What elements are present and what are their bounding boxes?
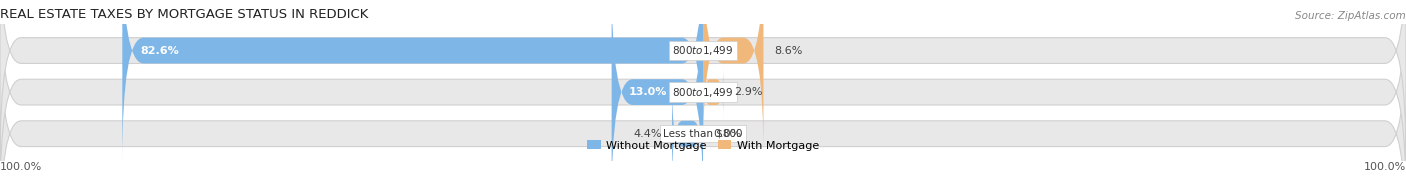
Text: 4.4%: 4.4%: [633, 129, 662, 139]
FancyBboxPatch shape: [672, 86, 703, 182]
Legend: Without Mortgage, With Mortgage: Without Mortgage, With Mortgage: [582, 136, 824, 155]
FancyBboxPatch shape: [0, 22, 1406, 196]
FancyBboxPatch shape: [122, 0, 703, 162]
Text: $800 to $1,499: $800 to $1,499: [672, 86, 734, 99]
FancyBboxPatch shape: [703, 0, 763, 157]
Text: 0.0%: 0.0%: [713, 129, 742, 139]
Text: 100.0%: 100.0%: [1364, 162, 1406, 172]
Text: 2.9%: 2.9%: [734, 87, 762, 97]
Text: 100.0%: 100.0%: [0, 162, 42, 172]
Text: REAL ESTATE TAXES BY MORTGAGE STATUS IN REDDICK: REAL ESTATE TAXES BY MORTGAGE STATUS IN …: [0, 8, 368, 21]
FancyBboxPatch shape: [0, 0, 1406, 162]
Text: Source: ZipAtlas.com: Source: ZipAtlas.com: [1295, 11, 1406, 21]
FancyBboxPatch shape: [703, 65, 723, 119]
Text: 82.6%: 82.6%: [141, 45, 179, 55]
Text: 13.0%: 13.0%: [630, 87, 668, 97]
FancyBboxPatch shape: [612, 0, 703, 196]
Text: Less than $800: Less than $800: [664, 129, 742, 139]
Text: $800 to $1,499: $800 to $1,499: [672, 44, 734, 57]
Text: 8.6%: 8.6%: [775, 45, 803, 55]
